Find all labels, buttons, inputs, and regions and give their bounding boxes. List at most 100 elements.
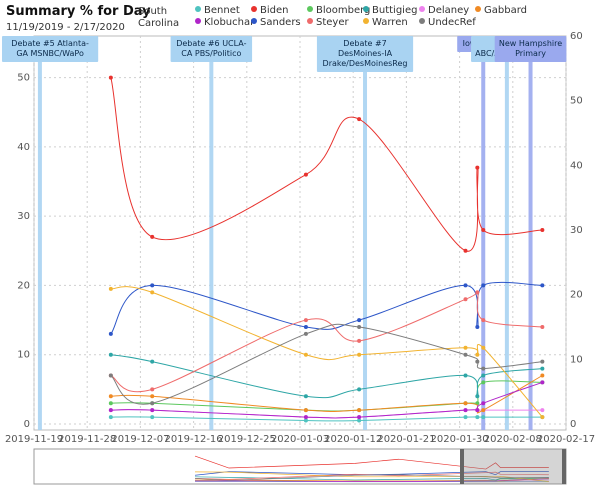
series-line-biden [110, 77, 543, 252]
date-range: 11/19/2019 - 2/17/2020 [6, 22, 125, 33]
data-point-sanders [481, 283, 486, 288]
data-point-biden [150, 234, 155, 239]
series-line-gabbard [110, 375, 543, 414]
legend-item-bloomberg[interactable]: Bloomberg [307, 5, 370, 17]
legend-label: UndecRef [428, 17, 476, 28]
event-bar [528, 36, 533, 430]
data-point-steyer [150, 387, 155, 392]
data-point-warren [108, 286, 113, 291]
data-point-undecref [150, 401, 155, 406]
data-point-warren [150, 290, 155, 295]
legend-swatch [307, 6, 313, 12]
y-right-tick-label: 40 [570, 160, 583, 171]
legend-swatch [251, 6, 257, 12]
data-point-bennet [357, 418, 362, 423]
data-point-gabbard [303, 408, 308, 413]
legend-item-gabbard[interactable]: Gabbard [475, 5, 531, 17]
y-right-tick-label: 30 [570, 225, 583, 236]
data-point-bennet [108, 415, 113, 420]
data-point-warren [481, 345, 486, 350]
event-label: New Hampshire [499, 39, 562, 48]
legend-item-buttigieg[interactable]: Buttigieg [363, 5, 419, 17]
legend-swatch [419, 6, 425, 12]
x-tick-label: 2019-12-16 [165, 434, 223, 445]
series-line-buttigieg [110, 354, 543, 399]
data-point-buttigieg [357, 387, 362, 392]
legend-swatch [363, 6, 369, 12]
data-point-buttigieg [481, 373, 486, 378]
event-label: Debate #7 [343, 39, 386, 48]
data-point-gabbard [357, 408, 362, 413]
data-point-gabbard [463, 401, 468, 406]
data-point-warren [475, 352, 480, 357]
data-point-sanders [303, 325, 308, 329]
navigator-handle-right [562, 449, 566, 484]
navigator-line-gabbard [195, 478, 549, 482]
data-point-steyer [463, 297, 468, 302]
legend-item-sanders[interactable]: Sanders [251, 17, 307, 29]
legend-item-bennet[interactable]: Bennet [195, 5, 251, 17]
data-point-sanders [463, 283, 468, 288]
legend-item-klobuchar[interactable]: Klobuchar [195, 17, 254, 29]
data-point-undecref [540, 359, 545, 364]
data-point-gabbard [540, 373, 545, 378]
data-point-steyer [357, 338, 362, 343]
data-point-warren [463, 345, 468, 350]
legend-swatch [251, 18, 257, 24]
data-point-warren [357, 352, 362, 357]
y-right-tick-label: 0 [570, 419, 576, 430]
y-right-tick-label: 10 [570, 354, 583, 365]
navigator-line-warren [195, 471, 549, 482]
legend-label: Steyer [316, 17, 349, 28]
x-tick-label: 2019-12-25 [218, 434, 276, 445]
legend-label: Gabbard [484, 5, 527, 16]
event-label-box [316, 36, 414, 72]
event-label: Drake/DesMoinesReg [323, 59, 408, 68]
y-tick-label: 20 [17, 280, 30, 291]
data-point-biden [475, 165, 480, 170]
event-bar [504, 36, 509, 430]
legend-item-steyer[interactable]: Steyer [307, 17, 363, 29]
chart-title: Summary % for Day [6, 4, 151, 19]
y-tick-label: 40 [17, 142, 30, 153]
x-tick-label: 2019-11-19 [5, 434, 63, 445]
legend-item-warren[interactable]: Warren [363, 17, 419, 29]
data-point-steyer [540, 325, 545, 329]
x-tick-label: 2020-02-08 [484, 434, 542, 445]
legend-item-undecref[interactable]: UndecRef [419, 17, 476, 29]
legend-item-biden[interactable]: Biden [251, 5, 307, 17]
x-tick-label: 2020-01-03 [271, 434, 329, 445]
y-tick-label: 30 [17, 211, 30, 222]
data-point-bennet [150, 415, 155, 420]
data-point-buttigieg [108, 352, 113, 357]
data-point-gabbard [108, 394, 113, 399]
navigator-line-biden [194, 455, 549, 470]
state-label: South Carolina [138, 6, 180, 29]
y-tick-label: 10 [17, 350, 30, 361]
data-point-buttigieg [303, 394, 308, 399]
x-tick-label: 2019-11-28 [58, 434, 116, 445]
data-point-warren [303, 352, 308, 357]
data-point-sanders [540, 283, 545, 288]
legend-item-delaney[interactable]: Delaney [419, 5, 475, 17]
x-tick-label: 2020-01-21 [377, 434, 435, 445]
legend-label: Biden [260, 5, 289, 16]
event-label: Debate #5 Atlanta- [11, 39, 89, 48]
data-point-bennet [303, 418, 308, 423]
navigator-line-sanders [194, 471, 549, 476]
data-point-undecref [357, 325, 362, 329]
data-point-biden [357, 117, 362, 122]
legend-label: Bloomberg [316, 5, 371, 16]
legend-swatch [475, 6, 481, 12]
data-point-klobuchar [475, 408, 480, 413]
legend-swatch [195, 6, 201, 12]
data-point-buttigieg [150, 359, 155, 364]
navigator-line-undecref [194, 474, 549, 481]
navigator-line-buttigieg [195, 476, 549, 481]
event-label-box [494, 36, 567, 62]
navigator-handle-left [460, 449, 464, 484]
event-bar [37, 36, 42, 430]
event-bar [209, 36, 214, 430]
data-point-bennet [475, 415, 480, 420]
data-point-steyer [481, 318, 486, 323]
